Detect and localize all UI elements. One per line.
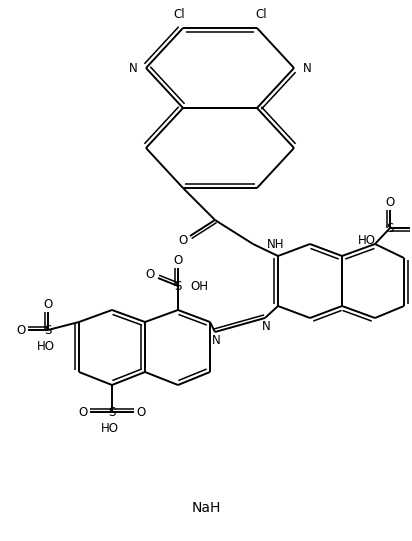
Text: O: O [43, 299, 53, 312]
Text: HO: HO [358, 234, 376, 247]
Text: O: O [145, 267, 154, 280]
Text: Cl: Cl [255, 9, 267, 22]
Text: O: O [385, 196, 395, 209]
Text: S: S [174, 280, 182, 293]
Text: NH: NH [267, 239, 285, 252]
Text: O: O [136, 406, 145, 419]
Text: S: S [386, 221, 394, 234]
Text: O: O [178, 234, 187, 247]
Text: HO: HO [37, 340, 55, 353]
Text: S: S [44, 324, 52, 337]
Text: HO: HO [101, 421, 119, 434]
Text: N: N [303, 63, 311, 76]
Text: N: N [212, 333, 220, 346]
Text: Cl: Cl [173, 9, 185, 22]
Text: O: O [78, 406, 88, 419]
Text: N: N [129, 63, 137, 76]
Text: N: N [262, 320, 270, 333]
Text: O: O [173, 254, 183, 267]
Text: NaH: NaH [191, 501, 221, 515]
Text: O: O [16, 324, 26, 337]
Text: S: S [108, 406, 116, 419]
Text: OH: OH [190, 280, 208, 294]
